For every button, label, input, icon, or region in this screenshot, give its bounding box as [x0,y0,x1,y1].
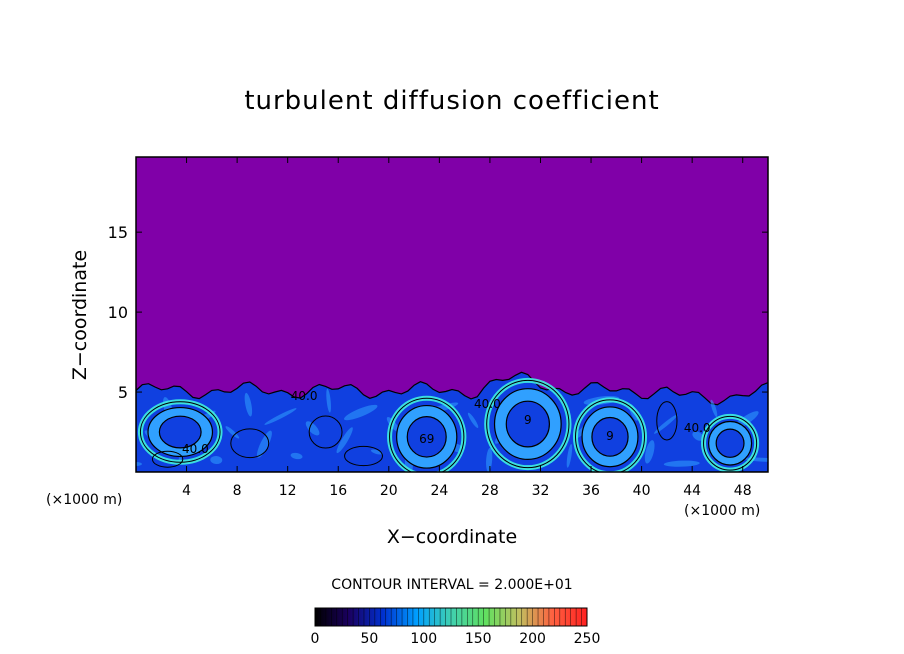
contour-line [308,415,343,449]
turbulence-streak [644,440,655,464]
turbulence-streak [654,414,678,434]
contour-line [344,445,383,467]
contour-label: 9 [606,429,614,443]
y-tick-label: 15 [108,223,128,242]
turbulence-streak [244,392,253,417]
contour-label: 69 [419,432,434,446]
colorbar-tick-label: 250 [574,631,601,647]
plot-area [136,157,768,472]
eddy-contour [575,399,645,472]
x-tick-label: 20 [380,483,398,499]
colorbar-tick-label: 50 [360,631,378,647]
eddy-contour [139,401,221,463]
turbulence-streak [336,427,353,454]
eddy-contour [703,415,758,471]
turbulence-streak [326,388,331,413]
colorbar: 0 50 100 150 200 250 [311,607,601,647]
contour-line [151,450,184,468]
colorbar-tick-label: 150 [465,631,492,647]
contour-label: 40.0 [474,397,501,411]
x-unit-label-left: (×1000 m) [46,492,123,508]
turbulence-streak [486,447,493,472]
turbulence-streak [692,431,704,441]
x-tick-label: 40 [633,483,651,499]
x-tick-label: 44 [683,483,701,499]
turbulence-streak [663,460,700,467]
y-axis-label: Z−coordinate [69,249,91,381]
turbulence-streak [290,452,303,460]
turbulence-streak [343,404,378,421]
eddy-core [715,428,745,458]
colorbar-tick-label: 200 [519,631,546,647]
turbulence-streak [370,449,383,455]
contour-line [656,401,678,441]
contour-label: 40.0 [684,421,711,435]
x-tick-label: 32 [532,483,550,499]
plot-frame [135,156,769,473]
contour-label: 40.0 [291,389,318,403]
turbulence-streak [256,430,272,458]
x-tick-label: 48 [734,483,752,499]
x-axis-label: X−coordinate [386,526,518,548]
contour-label: 9 [524,413,532,427]
eddy-core [591,416,629,457]
turbulence-streak [467,412,479,428]
colorbar-tick-label: 0 [311,631,320,647]
chart-title: turbulent diffusion coefficient [244,86,660,116]
x-tick-label: 16 [329,483,347,499]
turbulence-streak [210,455,223,465]
x-tick-label: 4 [182,483,191,499]
turbulence-streak [566,443,573,468]
x-tick-label: 8 [233,483,242,499]
turbulence-streak [710,399,718,417]
y-tick-label: 5 [118,383,128,402]
turbulence-streak [136,462,142,467]
turbulence-streak [305,421,320,436]
contour-line [230,428,270,459]
eddy-core [505,400,550,448]
turbulence-streak [225,426,240,439]
eddy-core [406,415,447,458]
y-tick-label: 10 [108,303,128,322]
eddy-contour [486,379,570,469]
x-unit-label-right: (×1000 m) [684,503,761,519]
x-tick-label: 24 [430,483,448,499]
contour-interval-text: CONTOUR INTERVAL = 2.000E+01 [331,577,573,593]
x-tick-label: 12 [279,483,297,499]
contour-labels: 40.0 40.0 40.0 69 9 9 40.0 [182,389,711,456]
x-tick-label: 28 [481,483,499,499]
eddy-core [158,415,202,449]
colorbar-tick-label: 100 [410,631,437,647]
contour-label: 40.0 [182,442,209,456]
eddy-contour [389,397,465,472]
turbulence-streak [264,408,297,425]
x-tick-label: 36 [582,483,600,499]
